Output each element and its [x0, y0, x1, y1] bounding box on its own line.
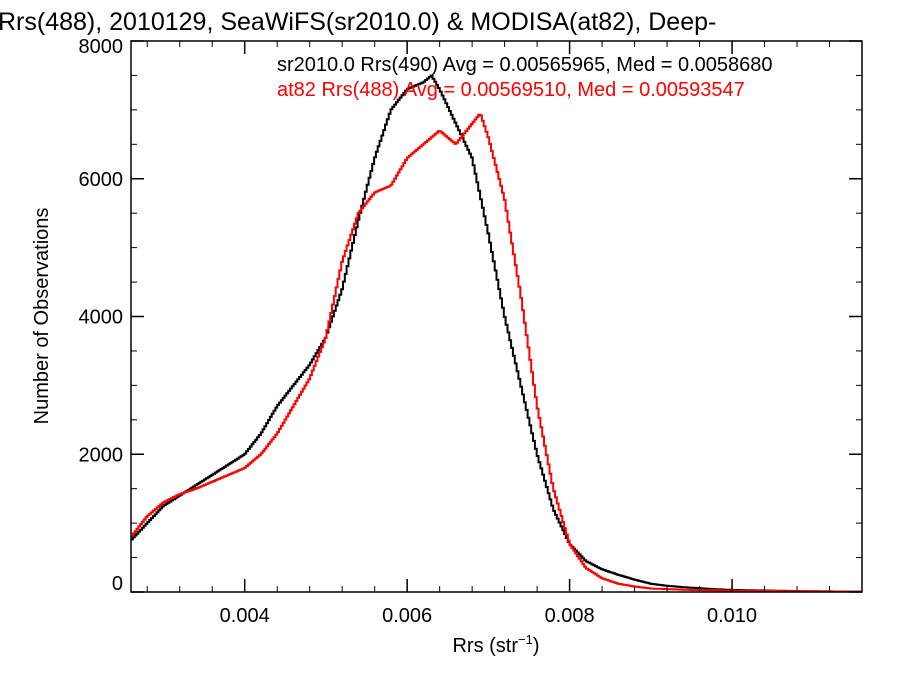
- legend-entry-at82: at82 Rrs(488) Avg = 0.00569510, Med = 0.…: [277, 79, 745, 101]
- series-line-at82: [131, 113, 862, 592]
- plot-frame: [130, 40, 863, 593]
- series-line-sr2010-0: [131, 74, 862, 592]
- y-tick-label: 4000: [79, 307, 124, 329]
- y-tick-label: 6000: [79, 169, 124, 191]
- y-tick-label: 8000: [79, 36, 124, 58]
- x-axis-label-close: ): [533, 635, 540, 657]
- x-tick-label: 0.004: [220, 605, 270, 627]
- y-axis-label: Number of Observations: [31, 208, 53, 425]
- legend: sr2010.0 Rrs(490) Avg = 0.00565965, Med …: [277, 54, 773, 101]
- legend-entry-sr2010: sr2010.0 Rrs(490) Avg = 0.00565965, Med …: [277, 54, 773, 76]
- x-tick-label: 0.006: [382, 605, 432, 627]
- y-tick-label: 2000: [79, 444, 124, 466]
- plot-area: 0.004 0.006 0.008 0.010 0 2000 4000 6000 8000: [79, 36, 863, 627]
- chart-title: Rrs(488), 2010129, SeaWiFS(sr2010.0) & M…: [0, 8, 716, 36]
- x-axis-label-sup: −1: [518, 632, 533, 647]
- y-tick-label: 0: [112, 573, 123, 595]
- x-tick-label: 0.008: [545, 605, 595, 627]
- x-axis-label-main: Rrs (str: [452, 635, 518, 657]
- x-tick-label: 0.010: [707, 605, 757, 627]
- x-axis-label: Rrs (str−1): [452, 632, 539, 657]
